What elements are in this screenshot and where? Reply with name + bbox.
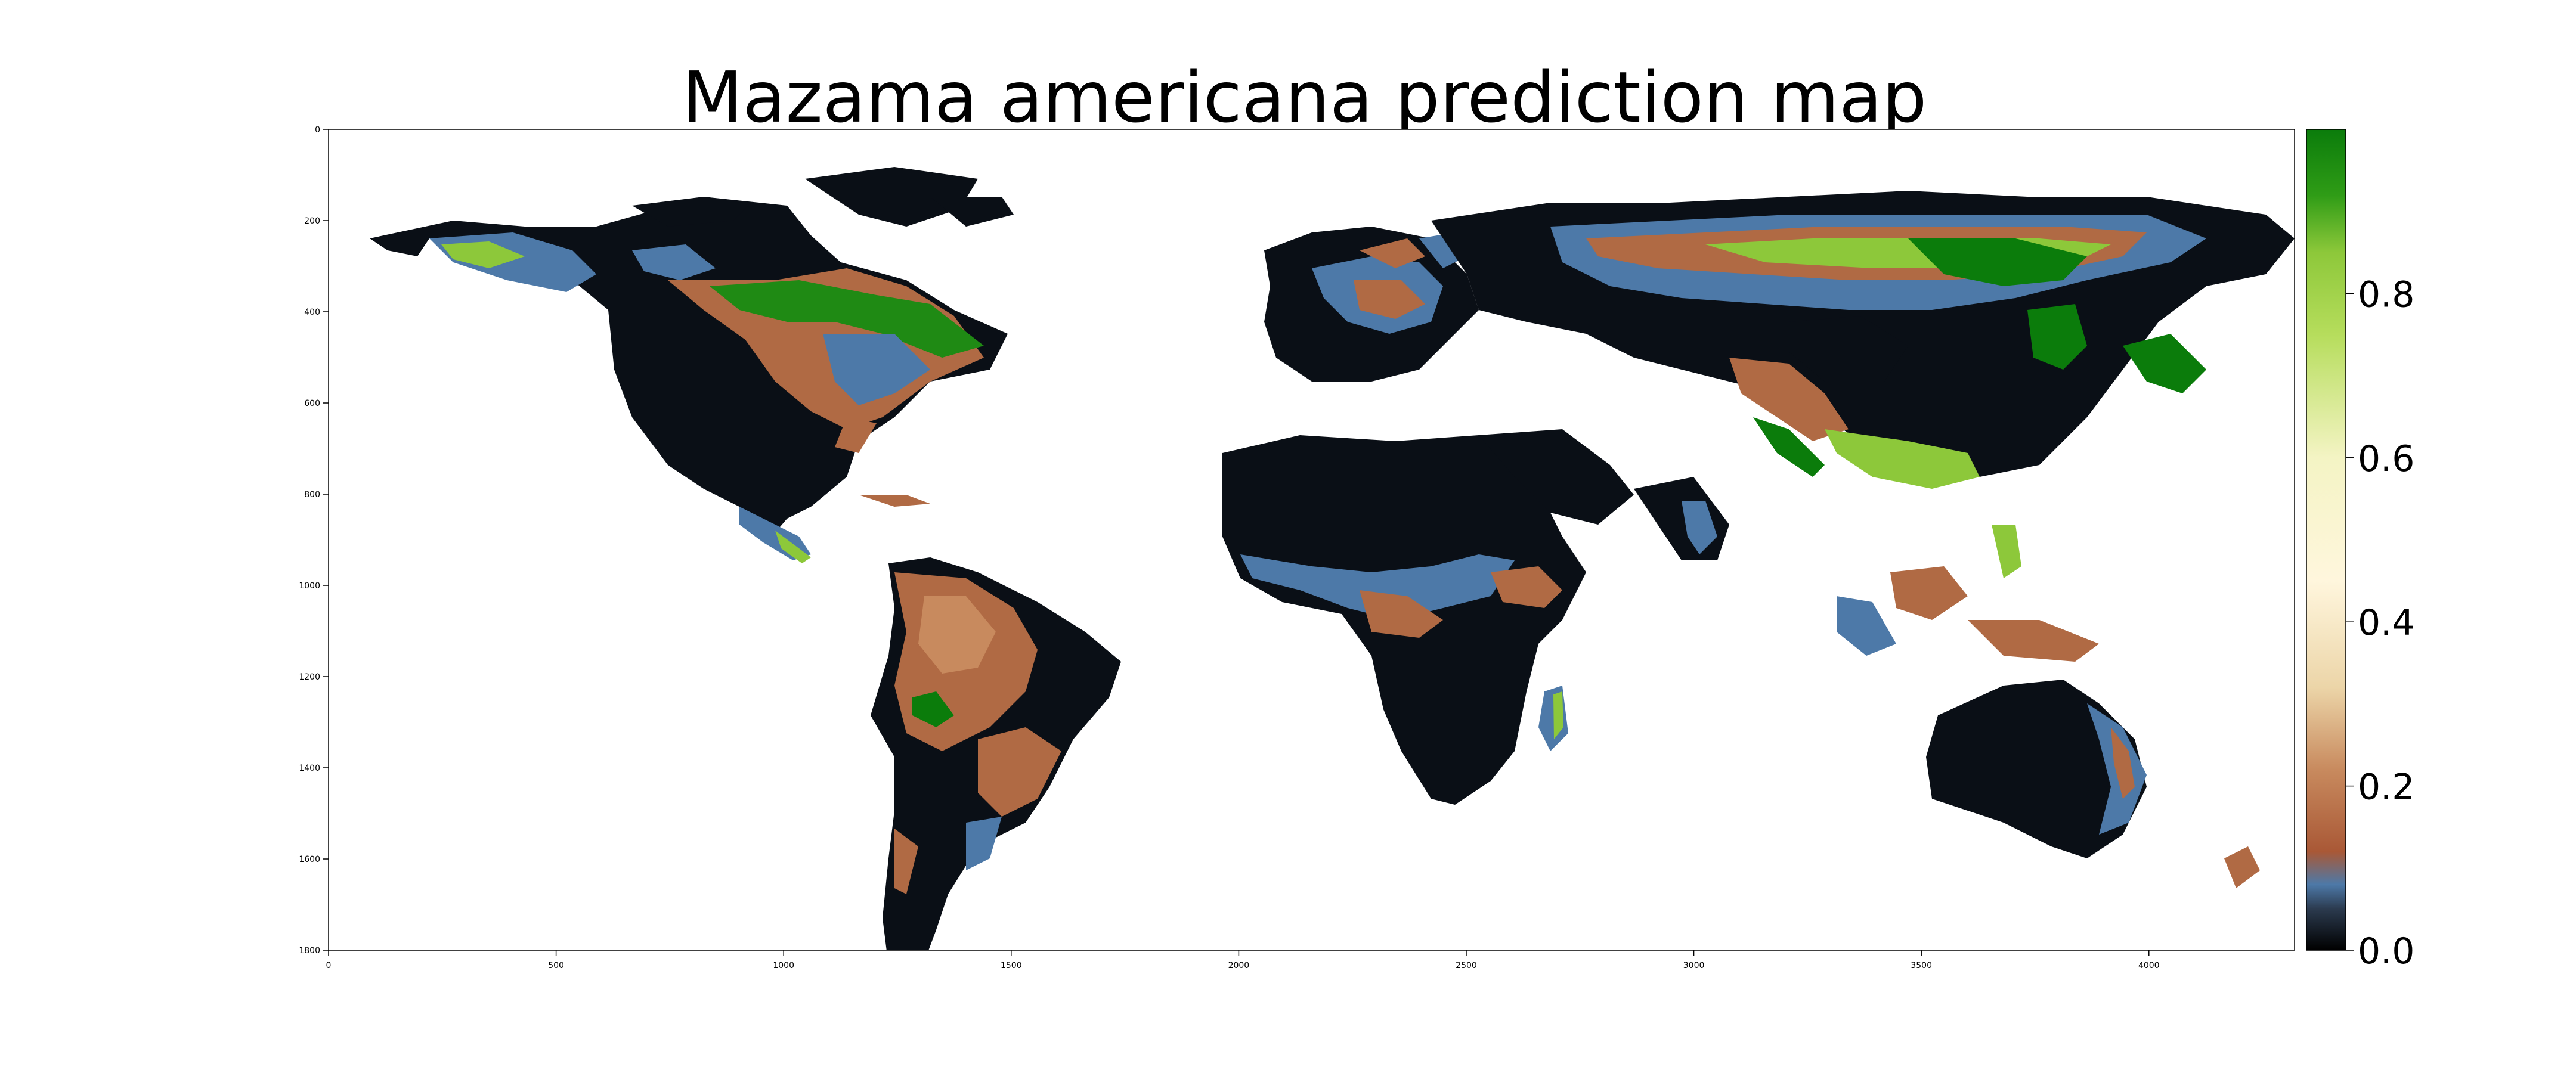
landmass-europe bbox=[1264, 227, 1479, 382]
x-tick-label: 3500 bbox=[1911, 961, 1932, 970]
landmass-asia bbox=[1431, 191, 2295, 560]
y-tick-label: 800 bbox=[304, 490, 320, 500]
colorbar-tick-label: 0.8 bbox=[2358, 274, 2414, 315]
y-tick-label: 400 bbox=[304, 308, 320, 317]
landmass-north-america bbox=[370, 197, 1008, 563]
y-tick-label: 1200 bbox=[299, 672, 320, 682]
landmass-arabia bbox=[1479, 429, 1634, 525]
y-tick-label: 1800 bbox=[299, 946, 320, 956]
y-tick-label: 0 bbox=[315, 125, 320, 135]
map-title: Mazama americana prediction map bbox=[682, 56, 1927, 138]
x-tick-label: 3000 bbox=[1683, 961, 1705, 970]
y-tick-label: 1000 bbox=[299, 581, 320, 591]
x-tick-label: 1500 bbox=[1001, 961, 1022, 970]
landmass-arctic bbox=[632, 167, 1014, 227]
x-tick-label: 2000 bbox=[1228, 961, 1250, 970]
landmass-australia bbox=[1926, 680, 2147, 858]
landmass-south-america bbox=[871, 557, 1121, 950]
y-tick-label: 600 bbox=[304, 399, 320, 408]
colorbar bbox=[2306, 129, 2346, 950]
colorbar-border bbox=[2306, 129, 2346, 951]
x-tick-label: 4000 bbox=[2138, 961, 2160, 970]
landmass-new-zealand bbox=[2224, 846, 2260, 888]
colorbar-tick-label: 0.2 bbox=[2358, 767, 2414, 808]
y-tick-label: 1400 bbox=[299, 764, 320, 773]
map-raster bbox=[370, 167, 2295, 950]
landmass-caribbean bbox=[859, 495, 930, 507]
x-axis-ticks: 0 500 1000 1500 2000 2500 3000 3500 4000 bbox=[326, 950, 2160, 970]
x-tick-label: 1000 bbox=[773, 961, 794, 970]
colorbar-tick-label: 0.4 bbox=[2358, 602, 2414, 644]
y-axis-ticks: 0 200 400 600 800 1000 1200 1400 1600 1800 bbox=[299, 125, 329, 956]
colorbar-tick-label: 0.0 bbox=[2358, 931, 2414, 972]
x-tick-label: 2500 bbox=[1456, 961, 1477, 970]
x-tick-label: 0 bbox=[326, 961, 332, 970]
landmass-southeast-asia bbox=[1837, 525, 2099, 662]
colorbar-tick-label: 0.6 bbox=[2358, 438, 2414, 480]
map-axes-border bbox=[328, 129, 2295, 951]
x-tick-label: 500 bbox=[548, 961, 564, 970]
landmass-africa bbox=[1222, 435, 1586, 805]
y-tick-label: 1600 bbox=[299, 855, 320, 864]
colorbar-ticks: 0.0 0.2 0.4 0.6 0.8 bbox=[2346, 274, 2414, 972]
y-tick-label: 200 bbox=[304, 216, 320, 226]
